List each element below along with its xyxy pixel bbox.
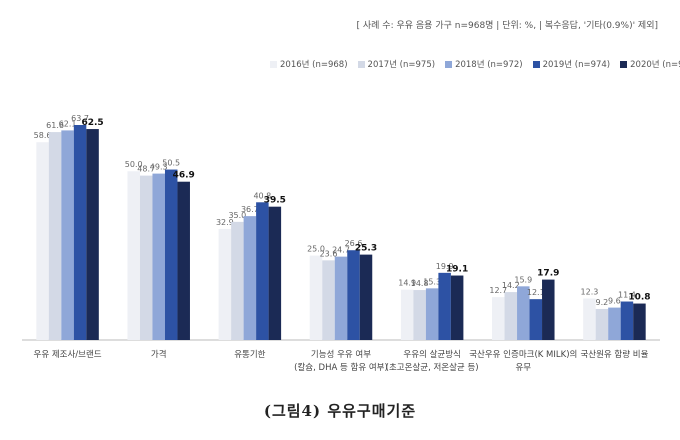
bar [359,254,373,340]
data-label: 24.7 [332,246,350,255]
bar [322,260,335,340]
bar [152,173,165,340]
category-label: 우유 제조사/브랜드 [34,349,102,360]
data-label: 12.7 [489,286,507,295]
data-label: 15.9 [514,275,532,284]
bar [583,298,596,340]
data-label: 46.9 [173,171,195,181]
bar [633,303,646,340]
data-label: 25.0 [307,245,325,254]
data-label: 48.7 [137,165,155,174]
data-label: 50.5 [162,159,180,168]
category-label: 유무 [515,363,531,373]
bar [139,175,153,340]
category-label: 유통기한 [234,350,265,360]
data-label: 50.0 [125,160,143,169]
bar [86,129,99,340]
data-label: 35.0 [228,211,246,220]
bar [243,216,257,340]
legend-swatch [532,60,540,68]
category-label: 기능성 우유 여부 [311,349,371,360]
category-label: 국산우유 인증마크(K MILK)의 [469,349,577,360]
bar [504,292,518,340]
legend-swatch [620,60,628,68]
category-label: (초고온살균, 저온살균 등) [386,363,479,373]
data-label: 12.1 [527,288,545,297]
category-label: 국산원유 함량 비율 [580,349,648,360]
data-label: 9.2 [596,298,609,307]
category-label: 가격 [151,349,167,360]
bar [620,301,634,340]
data-label: 10.8 [628,293,650,303]
legend-label: 2019년 (n=974) [542,60,611,70]
bar [256,202,269,340]
legend-swatch [270,60,277,68]
legend-label: 2017년 (n=975) [367,60,436,70]
data-label: 39.5 [264,196,286,206]
legend-item: 2020년 (n=968) [620,58,680,70]
data-label: 49.3 [150,163,168,172]
bar [309,255,323,340]
data-label: 11.4 [618,291,636,300]
legend-item: 2017년 (n=975) [357,58,436,70]
bar [61,130,74,340]
data-label: 61.6 [46,121,64,130]
data-label: 58.6 [34,131,52,140]
bar [268,206,282,340]
data-label: 14.2 [502,281,520,290]
bar [413,290,426,340]
bar [542,279,555,340]
bar [73,125,87,340]
bar [400,289,414,340]
data-label: 62.5 [81,118,103,128]
bar [177,181,190,340]
bar [231,221,244,340]
bar [164,169,178,340]
bar [517,286,530,340]
bar [127,171,140,340]
data-label: 17.9 [537,269,559,279]
bar [438,272,451,340]
category-label: (칼슘, DHA 등 함유 여부) [294,362,388,373]
legend-swatch [445,60,453,68]
data-label: 36.7 [241,205,259,214]
data-label: 40.8 [253,191,271,200]
bar [529,299,543,340]
legend-item: 2016년 (n=968) [270,58,348,70]
data-label: 12.3 [581,287,599,296]
data-label: 63.7 [71,114,89,123]
data-label: 62.1 [59,119,77,128]
data-label: 26.6 [345,239,363,248]
bar [492,297,505,340]
data-label: 19.9 [436,262,454,271]
bar [450,275,464,340]
legend-label: 2020년 (n=968) [630,60,680,70]
bar [36,142,49,340]
legend-item: 2019년 (n=974) [532,58,611,70]
bar [347,250,360,340]
data-label: 19.1 [446,265,468,275]
data-label: 9.6 [608,297,621,306]
data-label: 23.6 [320,249,338,258]
bar [595,308,609,340]
data-label: 25.3 [355,244,377,254]
legend-item: 2018년 (n=972) [445,58,523,70]
chart-legend: 2016년 (n=968) 2017년 (n=975) 2018년 (n=972) 2… [270,58,680,70]
data-label: 14.8 [411,279,429,288]
data-label: 15.3 [423,277,441,286]
bar [608,307,621,340]
category-label: 우유의 살균방식 [403,349,460,360]
data-label: 14.9 [398,279,416,288]
bar [425,288,439,340]
legend-label: 2016년 (n=968) [280,60,348,70]
legend-swatch [357,60,365,68]
bar [334,256,348,340]
figure-caption: (그림4) 우유구매기준 [263,402,417,420]
bar [218,228,232,340]
legend-label: 2018년 (n=972) [455,60,523,70]
data-label: 32.9 [216,218,234,227]
chart-note: [ 사례 수: 우유 음용 가구 n=968명 | 단위: %, | 복수응답,… [356,21,658,31]
bar [48,132,62,340]
